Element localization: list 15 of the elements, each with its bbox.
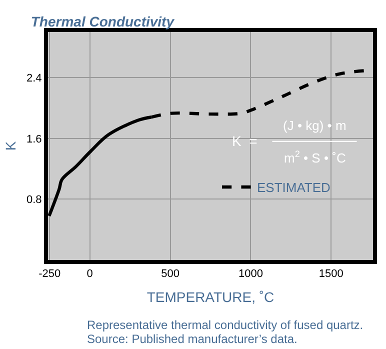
x-tick-label: -250	[38, 268, 61, 280]
chart-title: Thermal Conductivity	[30, 14, 176, 30]
x-tick-label: 1000	[238, 268, 263, 280]
y-tick-label: 0.8	[26, 194, 42, 206]
y-tick-label: 1.6	[26, 133, 42, 146]
x-tick-label: 0	[86, 268, 93, 280]
x-axis-title: TEMPERATURE, ˚C	[146, 289, 274, 305]
source-note: Source: Published manufacturer’s data.	[87, 332, 298, 346]
x-tick-label: 500	[161, 268, 180, 280]
annotation: K =	[232, 133, 258, 149]
x-tick-label: 1500	[318, 268, 344, 280]
text: Representative thermal conductivity of fused quartz.	[87, 318, 364, 332]
y-axis-title: K	[2, 140, 19, 151]
y-tick-label: 2.4	[26, 72, 42, 84]
legend-label: ESTIMATED	[257, 180, 330, 196]
